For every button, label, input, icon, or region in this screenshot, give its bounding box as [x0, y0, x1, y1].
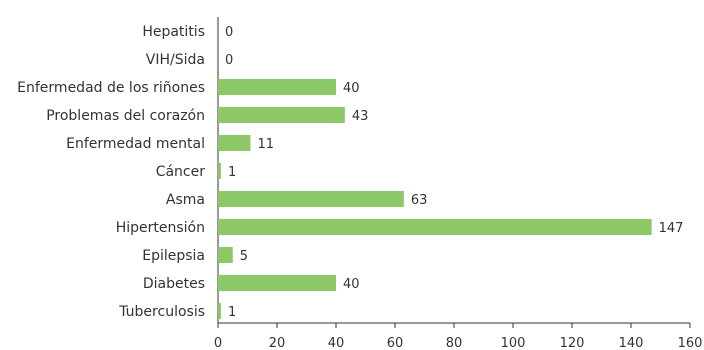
- category-label: Diabetes: [143, 276, 205, 292]
- bar: [218, 303, 221, 319]
- data-label: 147: [659, 221, 684, 236]
- data-label: 40: [343, 81, 360, 96]
- category-label: Cáncer: [156, 164, 206, 180]
- x-tick-label: 160: [678, 336, 703, 350]
- bar: [218, 135, 251, 151]
- data-label: 5: [240, 249, 248, 264]
- data-label: 43: [352, 109, 369, 124]
- x-tick-label: 60: [387, 336, 404, 350]
- bar: [218, 219, 652, 235]
- category-label: Hipertensión: [116, 220, 205, 236]
- bar: [218, 191, 404, 207]
- category-label: Enfermedad de los riñones: [17, 80, 205, 96]
- data-label: 1: [228, 305, 236, 320]
- bar: [218, 275, 336, 291]
- category-label: Asma: [166, 192, 205, 208]
- bar: [218, 247, 233, 263]
- x-tick-label: 100: [501, 336, 526, 350]
- category-label: VIH/Sida: [146, 52, 205, 68]
- data-label: 11: [257, 137, 274, 152]
- category-label: Tuberculosis: [118, 304, 205, 320]
- x-tick-label: 0: [214, 336, 222, 350]
- x-tick-label: 20: [269, 336, 286, 350]
- bar: [218, 163, 221, 179]
- bar: [218, 79, 336, 95]
- category-label: Enfermedad mental: [66, 136, 205, 152]
- data-label: 40: [343, 277, 360, 292]
- x-tick-label: 80: [446, 336, 463, 350]
- bar: [218, 107, 345, 123]
- x-tick-label: 120: [560, 336, 585, 350]
- category-label: Hepatitis: [142, 24, 205, 40]
- x-tick-label: 140: [619, 336, 644, 350]
- data-label: 1: [228, 165, 236, 180]
- category-label: Problemas del corazón: [46, 108, 205, 124]
- category-label: Epilepsia: [142, 248, 205, 264]
- data-label: 63: [411, 193, 428, 208]
- x-tick-label: 40: [328, 336, 345, 350]
- data-label: 0: [225, 53, 233, 68]
- data-label: 0: [225, 25, 233, 40]
